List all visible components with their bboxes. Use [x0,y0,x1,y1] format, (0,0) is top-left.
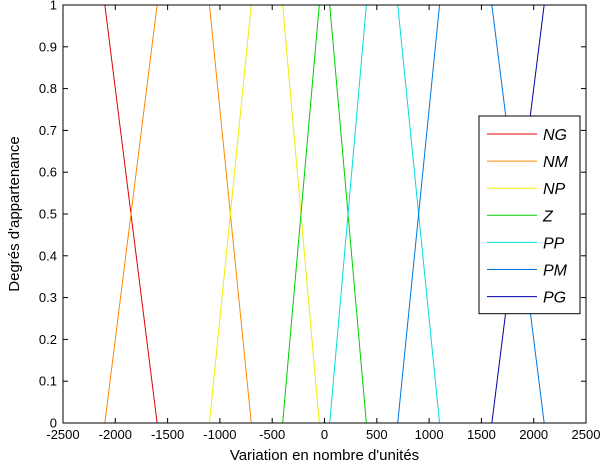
y-tick-label: 0 [50,416,57,431]
y-tick-label: 0.4 [39,248,57,263]
x-tick-label: 2500 [572,427,601,442]
y-tick-label: 0.5 [39,207,57,222]
x-tick-label: -2500 [46,427,79,442]
y-tick-label: 0.1 [39,374,57,389]
legend-label-np: NP [543,181,566,198]
x-tick-label: 0 [321,427,328,442]
x-tick-label: 2000 [519,427,548,442]
legend-label-pm: PM [543,263,568,280]
y-tick-label: 0.9 [39,39,57,54]
y-tick-label: 0.3 [39,290,57,305]
x-axis: -2500 -2000 -1500 -1000 -500 0 500 1000 1500 2000… [46,5,600,442]
legend-label-ng: NG [543,127,567,144]
legend: NG NM NP Z PP PM PG [478,115,581,315]
x-tick-label: -2000 [99,427,132,442]
legend-label-pp: PP [543,235,565,252]
x-tick-label: 1500 [467,427,496,442]
y-axis: 0 0.1 0.2 0.3 0.4 0.5 0.6 0.7 0.8 0.9 1 [39,0,586,431]
x-tick-label: 1000 [415,427,444,442]
legend-label-pg: PG [543,290,566,307]
x-axis-title: Variation en nombre d'unités [230,447,419,464]
y-tick-label: 0.8 [39,81,57,96]
x-tick-label: -1000 [203,427,236,442]
y-tick-label: 1 [50,0,57,13]
legend-label-nm: NM [543,154,569,171]
y-tick-label: 0.6 [39,165,57,180]
y-axis-title: Degrés d'appartenance [6,136,23,291]
legend-label-z: Z [542,208,554,225]
x-tick-label: 500 [366,427,388,442]
x-tick-label: -1500 [151,427,184,442]
y-tick-label: 0.7 [39,123,57,138]
y-tick-label: 0.2 [39,332,57,347]
x-tick-label: -500 [259,427,285,442]
